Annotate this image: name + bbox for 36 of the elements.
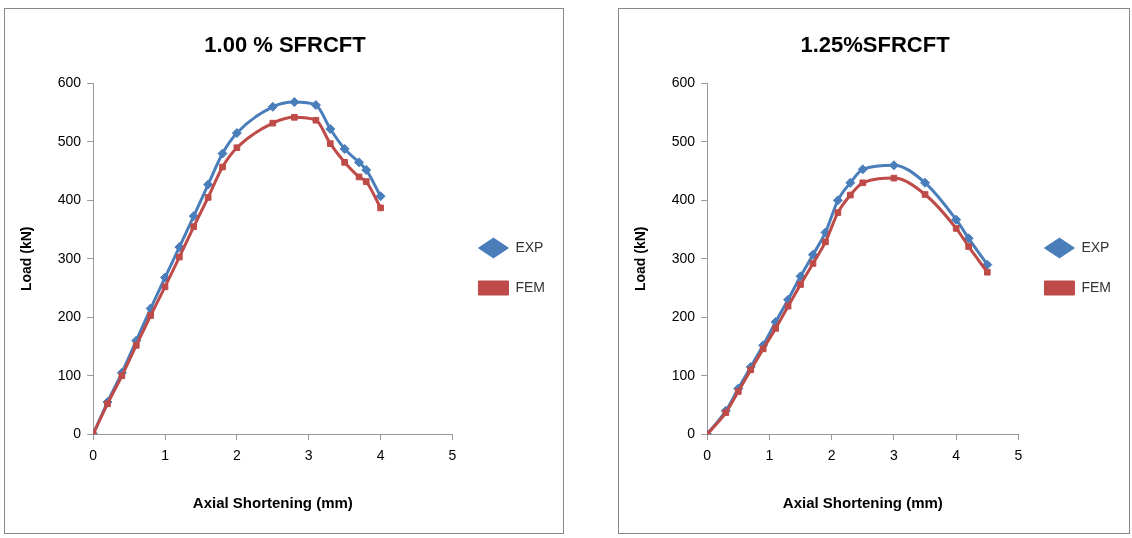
x-axis-title: Axial Shortening (mm): [192, 494, 353, 512]
x-tick-label: 1: [161, 447, 170, 464]
x-tick-label: 3: [304, 447, 313, 464]
y-tick-label: 400: [671, 191, 696, 208]
x-axis-title: Axial Shortening (mm): [782, 494, 943, 512]
x-tick-label: 2: [827, 447, 836, 464]
y-tick-label: 600: [57, 74, 82, 91]
y-tick-label: 300: [671, 249, 696, 266]
legend-label: FEM: [515, 278, 546, 295]
y-tick-label: 200: [671, 308, 696, 325]
y-tick-label: 400: [57, 191, 82, 208]
x-tick-label: 2: [232, 447, 241, 464]
x-tick-label: 1: [765, 447, 774, 464]
chart-title: 1.00 % SFRCFT: [204, 32, 367, 58]
y-tick-label: 600: [671, 74, 696, 91]
y-tick-label: 0: [73, 425, 82, 442]
legend-label: EXP: [515, 238, 544, 255]
x-tick-label: 4: [376, 447, 385, 464]
y-tick-label: 100: [671, 366, 696, 383]
legend-label: EXP: [1081, 238, 1110, 255]
legend-label: FEM: [1081, 278, 1112, 295]
y-tick-label: 300: [57, 249, 82, 266]
y-tick-label: 500: [57, 132, 82, 149]
x-tick-label: 0: [89, 447, 98, 464]
x-tick-label: 3: [890, 447, 899, 464]
y-axis-title: Load (kN): [18, 226, 35, 292]
y-tick-label: 200: [57, 308, 82, 325]
x-tick-label: 5: [1014, 447, 1023, 464]
y-tick-label: 100: [57, 366, 82, 383]
x-tick-label: 5: [448, 447, 457, 464]
y-tick-label: 0: [687, 425, 696, 442]
y-axis-title: Load (kN): [632, 226, 649, 292]
chart-title: 1.25%SFRCFT: [800, 32, 951, 58]
x-tick-label: 4: [952, 447, 961, 464]
x-tick-label: 0: [703, 447, 712, 464]
y-tick-label: 500: [671, 132, 696, 149]
